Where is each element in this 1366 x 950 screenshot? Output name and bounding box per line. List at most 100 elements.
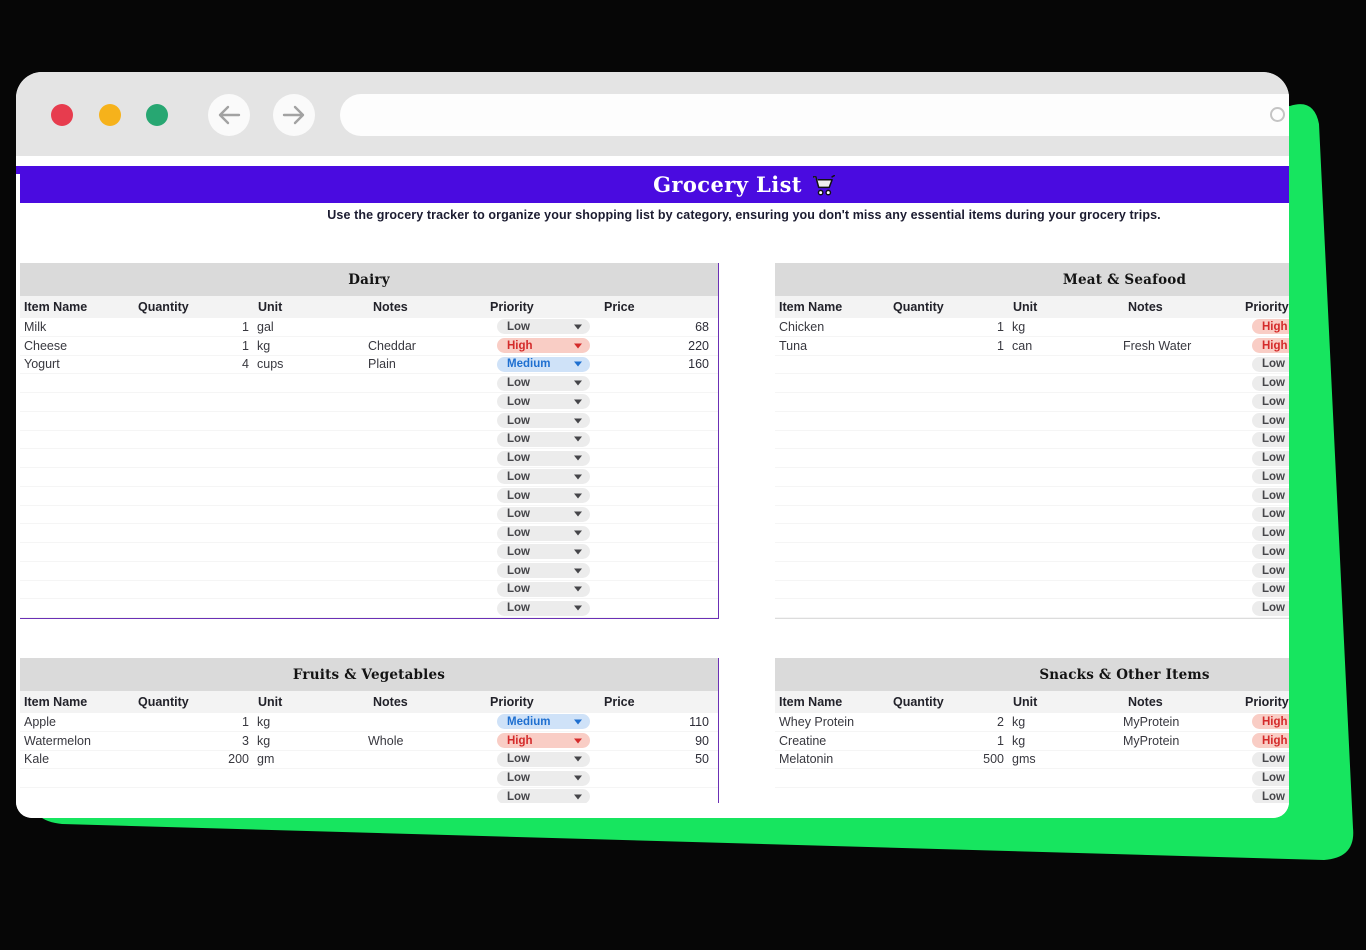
table-title: Meat & Seafood xyxy=(1062,271,1187,288)
priority-dropdown[interactable]: Low xyxy=(497,394,590,410)
priority-value: Low xyxy=(507,470,530,483)
page-subtitle: Use the grocery tracker to organize your… xyxy=(327,208,1161,222)
priority-value: Low xyxy=(507,508,530,521)
priority-dropdown[interactable]: Low xyxy=(1252,375,1289,391)
chevron-down-icon xyxy=(574,549,582,555)
column-header-unit: Unit xyxy=(1013,695,1038,709)
chevron-down-icon xyxy=(574,605,582,611)
column-header-notes: Notes xyxy=(1128,300,1163,314)
table-row: Low xyxy=(20,769,718,788)
chevron-down-icon xyxy=(574,418,582,424)
cell-priority: Low xyxy=(1235,356,1289,372)
table-row: Melatonin 500 gms Low xyxy=(775,751,1289,770)
priority-value: Low xyxy=(1262,772,1285,785)
priority-dropdown[interactable]: Low xyxy=(497,413,590,429)
chevron-down-icon xyxy=(574,380,582,386)
priority-dropdown[interactable]: Low xyxy=(1252,581,1289,597)
cell-priority: Medium xyxy=(480,714,600,730)
chevron-down-icon xyxy=(574,324,582,330)
search-icon xyxy=(1270,107,1285,122)
priority-dropdown[interactable]: Low xyxy=(1252,525,1289,541)
priority-value: Low xyxy=(1262,583,1285,596)
chevron-down-icon xyxy=(574,493,582,499)
priority-value: Low xyxy=(507,545,530,558)
priority-dropdown[interactable]: Low xyxy=(1252,469,1289,485)
table-row: Low xyxy=(775,524,1289,543)
forward-button[interactable] xyxy=(273,94,315,136)
minimize-window-button[interactable] xyxy=(99,104,121,126)
chevron-down-icon xyxy=(574,756,582,762)
priority-dropdown[interactable]: Low xyxy=(497,563,590,579)
priority-dropdown[interactable]: Low xyxy=(1252,563,1289,579)
priority-value: Low xyxy=(507,489,530,502)
cell-unit: kg xyxy=(1012,714,1026,729)
table-row: Low xyxy=(20,788,718,803)
priority-dropdown[interactable]: Low xyxy=(1252,506,1289,522)
priority-dropdown[interactable]: Low xyxy=(497,544,590,560)
priority-dropdown[interactable]: High xyxy=(497,338,590,354)
cell-price: 160 xyxy=(688,357,709,372)
priority-dropdown[interactable]: Low xyxy=(497,375,590,391)
table-snacks-other-items: Snacks & Other Items Item Name Quantity Uni… xyxy=(775,658,1289,803)
priority-dropdown[interactable]: High xyxy=(497,733,590,749)
cell-notes: Cheddar xyxy=(368,338,416,353)
column-header-notes: Notes xyxy=(1128,695,1163,709)
priority-dropdown[interactable]: Low xyxy=(1252,770,1289,786)
priority-dropdown[interactable]: Low xyxy=(497,789,590,803)
cell-item: Cheese xyxy=(24,338,68,353)
priority-dropdown[interactable]: High xyxy=(1252,733,1289,749)
column-header-unit: Unit xyxy=(258,695,283,709)
priority-dropdown[interactable]: Low xyxy=(1252,600,1289,616)
priority-dropdown[interactable]: Low xyxy=(497,525,590,541)
table-row: Low xyxy=(20,468,718,487)
priority-dropdown[interactable]: Low xyxy=(1252,789,1289,803)
zoom-window-button[interactable] xyxy=(146,104,168,126)
table-row: Low xyxy=(20,599,718,618)
priority-dropdown[interactable]: Low xyxy=(497,488,590,504)
back-button[interactable] xyxy=(208,94,250,136)
priority-dropdown[interactable]: Low xyxy=(497,600,590,616)
priority-dropdown[interactable]: Low xyxy=(1252,413,1289,429)
priority-dropdown[interactable]: Low xyxy=(1252,356,1289,372)
priority-dropdown[interactable]: Medium xyxy=(497,356,590,372)
priority-dropdown[interactable]: Low xyxy=(1252,394,1289,410)
table-row: Low xyxy=(20,543,718,562)
priority-dropdown[interactable]: High xyxy=(1252,319,1289,335)
priority-value: High xyxy=(507,734,533,747)
priority-dropdown[interactable]: Low xyxy=(497,450,590,466)
priority-value: Low xyxy=(1262,433,1285,446)
table-row: Low xyxy=(775,468,1289,487)
cell-priority: Low xyxy=(480,751,600,767)
priority-dropdown[interactable]: Low xyxy=(497,319,590,335)
cell-unit: kg xyxy=(1012,733,1026,748)
table-row: Whey Protein 2 kg MyProtein High xyxy=(775,713,1289,732)
priority-dropdown[interactable]: Low xyxy=(497,469,590,485)
priority-dropdown[interactable]: Low xyxy=(497,506,590,522)
priority-value: Medium xyxy=(507,358,551,371)
table-row: Low xyxy=(20,506,718,525)
priority-dropdown[interactable]: High xyxy=(1252,338,1289,354)
cell-item: Melatonin xyxy=(779,752,834,767)
cell-priority: Low xyxy=(1235,450,1289,466)
priority-dropdown[interactable]: Low xyxy=(1252,488,1289,504)
priority-value: Low xyxy=(507,395,530,408)
priority-dropdown[interactable]: Low xyxy=(1252,751,1289,767)
priority-dropdown[interactable]: Low xyxy=(497,431,590,447)
close-window-button[interactable] xyxy=(51,104,73,126)
priority-dropdown[interactable]: Medium xyxy=(497,714,590,730)
shopping-cart-icon xyxy=(812,175,835,196)
priority-dropdown[interactable]: High xyxy=(1252,714,1289,730)
priority-value: Low xyxy=(1262,527,1285,540)
url-bar[interactable] xyxy=(340,94,1289,136)
priority-dropdown[interactable]: Low xyxy=(497,751,590,767)
priority-value: Low xyxy=(507,564,530,577)
priority-dropdown[interactable]: Low xyxy=(497,581,590,597)
browser-chrome xyxy=(16,72,1289,156)
priority-dropdown[interactable]: Low xyxy=(1252,544,1289,560)
chevron-down-icon xyxy=(574,511,582,517)
chevron-down-icon xyxy=(574,719,582,725)
priority-dropdown[interactable]: Low xyxy=(1252,450,1289,466)
cell-priority: Low xyxy=(1235,394,1289,410)
priority-dropdown[interactable]: Low xyxy=(497,770,590,786)
priority-dropdown[interactable]: Low xyxy=(1252,431,1289,447)
